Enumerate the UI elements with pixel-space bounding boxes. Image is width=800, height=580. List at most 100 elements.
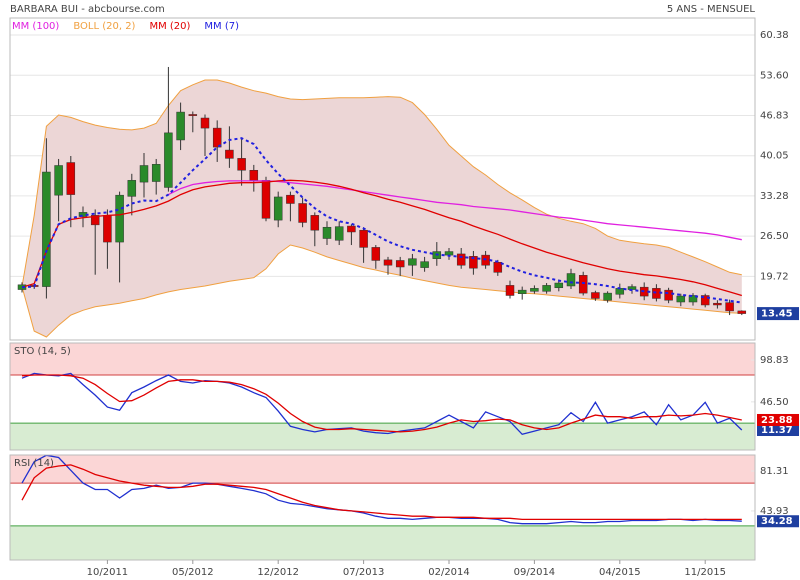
candle-body [139, 165, 149, 183]
candle-body [737, 310, 747, 314]
y-tick-label: 98.83 [760, 355, 789, 366]
y-tick-label: 40.05 [760, 151, 789, 162]
panel [10, 343, 755, 450]
value-badge [757, 515, 799, 528]
panel-frame [9, 342, 756, 451]
candle-body [66, 162, 76, 195]
page-subtitle: 5 ANS - MENSUEL [667, 4, 756, 15]
value-badge-label: 23.88 [761, 415, 793, 426]
y-tick-label: 81.31 [760, 466, 789, 477]
candle-body [298, 203, 307, 223]
candle-body [359, 229, 368, 248]
x-tick-label: 10/2011 [87, 567, 129, 578]
overbought-zone [10, 343, 755, 376]
y-tick-label: 60.38 [760, 30, 789, 41]
candle-body [700, 295, 710, 306]
x-tick-label: 05/2012 [172, 567, 214, 578]
x-tick-label: 11/2015 [684, 567, 726, 578]
candle-body [347, 225, 356, 233]
legend-entry: BOLL (20, 2) [73, 21, 135, 32]
line [21, 179, 742, 297]
candle-body [115, 194, 124, 243]
legend-entry: MM (7) [204, 21, 239, 32]
bollinger-lower [21, 244, 742, 338]
candle-body [103, 215, 112, 243]
candle-body [151, 164, 161, 182]
legend-entry: MM (20) [149, 21, 190, 32]
x-tick-label: 07/2013 [343, 567, 385, 578]
panel-frame [9, 17, 756, 341]
candle-body [505, 285, 515, 296]
bollinger-band [22, 80, 742, 338]
value-badge [757, 413, 799, 426]
legend-entry: MM (100) [12, 21, 59, 32]
candle-body [176, 111, 185, 141]
candle-body [273, 196, 283, 221]
candle-body [127, 180, 137, 197]
panel-title: STO (14, 5) [14, 346, 71, 357]
y-tick-label: 19.72 [760, 271, 789, 282]
panel-frame [9, 454, 756, 561]
bollinger-upper [21, 79, 742, 287]
candle-body [188, 114, 198, 116]
panel-title: RSI (14) [14, 458, 54, 469]
candle-body [420, 261, 429, 268]
candle-body [334, 226, 344, 241]
y-tick-label: 43.93 [760, 506, 789, 517]
x-tick-label: 04/2015 [599, 567, 641, 578]
y-tick-label: 26.50 [760, 231, 789, 242]
x-tick-label: 09/2014 [514, 567, 556, 578]
candle-body [286, 194, 295, 204]
candle-body [261, 180, 271, 219]
line [21, 464, 742, 521]
y-tick-label: 46.83 [760, 110, 789, 121]
y-tick-label: 33.28 [760, 191, 789, 202]
candle-body [408, 258, 417, 266]
y-tick-label: 46.50 [760, 397, 789, 408]
candle-body [530, 288, 539, 292]
page-title: BARBARA BUI - abcbourse.com [10, 4, 165, 15]
candle-body [225, 149, 234, 159]
candle-body [664, 289, 673, 301]
last-price-badge [757, 307, 799, 321]
candle-body [395, 260, 405, 268]
candle-body [591, 292, 600, 299]
oversold-zone [10, 423, 755, 450]
candle-body [603, 292, 612, 301]
candle-body [517, 289, 527, 294]
line [21, 374, 742, 433]
candle-body [688, 295, 698, 303]
line [168, 180, 742, 241]
candle-body [90, 215, 100, 226]
candle-body [652, 288, 661, 299]
candle-body [383, 259, 393, 266]
candle-body [676, 295, 686, 303]
candle-body [200, 117, 210, 129]
candle-body [322, 226, 332, 239]
candle-body [542, 285, 551, 292]
candle-body [164, 132, 173, 188]
oversold-zone [10, 525, 755, 560]
candle-body [713, 302, 722, 306]
candle-body [554, 282, 564, 289]
candle-body [469, 256, 478, 269]
panel [10, 455, 755, 560]
line [21, 455, 742, 525]
value-badge-label: 34.28 [761, 516, 793, 527]
candle-body [42, 171, 51, 287]
x-tick-label: 02/2014 [428, 567, 470, 578]
candle-body [237, 158, 246, 171]
overbought-zone [10, 455, 755, 484]
candle-body [212, 127, 222, 148]
value-badge [757, 424, 799, 437]
candle-body [456, 253, 466, 266]
line [21, 372, 743, 436]
candle-body [371, 247, 381, 261]
candle-body [725, 302, 734, 312]
candle-body [444, 251, 454, 256]
last-price-label: 13.45 [761, 309, 793, 320]
panel [10, 18, 755, 340]
value-badge-label: 11.37 [761, 425, 793, 436]
candle-body [566, 273, 576, 287]
